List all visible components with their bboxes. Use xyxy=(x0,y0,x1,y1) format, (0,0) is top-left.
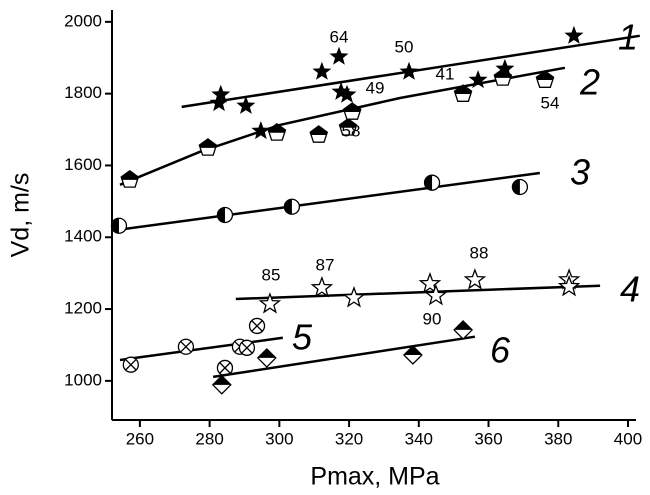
fit-line xyxy=(235,284,601,301)
diamond-half xyxy=(212,375,231,385)
series xyxy=(235,268,601,314)
pentagon-half xyxy=(494,68,512,78)
pentagon-half xyxy=(339,118,357,128)
circle-cross xyxy=(241,342,253,354)
x-axis-label: Pmax, MPa xyxy=(310,463,439,491)
star-marker xyxy=(209,93,229,112)
y-axis-label: Vd, m/s xyxy=(7,173,35,258)
diamond-half xyxy=(454,320,473,330)
y-tick-label: 2000 xyxy=(64,11,102,30)
star-marker xyxy=(557,274,581,297)
annotation: 87 xyxy=(316,255,335,274)
star-marker xyxy=(236,95,256,114)
pentagon-half xyxy=(310,125,328,135)
y-tick-label: 1000 xyxy=(64,370,102,389)
annotation: 85 xyxy=(262,265,281,284)
circle-cross xyxy=(219,362,231,374)
annotation: 41 xyxy=(436,64,455,83)
star-marker xyxy=(564,25,584,44)
x-tick-label: 400 xyxy=(614,429,642,448)
curve-label: 2 xyxy=(579,62,600,103)
star-marker xyxy=(312,61,332,80)
circle-half xyxy=(424,175,433,191)
annotation: 64 xyxy=(330,27,349,46)
star-marker xyxy=(424,283,448,306)
x-tick-label: 380 xyxy=(544,429,572,448)
circle-half xyxy=(284,199,292,215)
annotation: 54 xyxy=(541,93,560,112)
pentagon-half xyxy=(343,102,361,112)
star-marker xyxy=(495,58,515,77)
fit-line xyxy=(119,66,566,186)
pentagon-half xyxy=(536,71,554,81)
curve-label: 5 xyxy=(292,317,313,358)
x-tick-label: 260 xyxy=(126,429,154,448)
curve-label: 4 xyxy=(620,269,640,310)
pentagon-half xyxy=(121,170,139,180)
fit-line xyxy=(119,336,283,362)
circle-cross xyxy=(125,358,137,371)
diamond-half xyxy=(257,348,276,358)
star-marker xyxy=(211,84,231,103)
star-marker xyxy=(337,84,357,103)
pentagon-half xyxy=(268,123,286,133)
y-tick-label: 1800 xyxy=(64,83,102,102)
pentagon-half xyxy=(199,138,217,148)
annotation: 90 xyxy=(423,309,442,328)
diamond-half xyxy=(403,346,422,356)
x-tick-label: 280 xyxy=(195,429,223,448)
curve-label: 3 xyxy=(570,152,590,193)
star-marker xyxy=(331,81,351,100)
circle-cross xyxy=(180,341,192,353)
series xyxy=(119,66,566,188)
annotation: 49 xyxy=(366,78,385,97)
series xyxy=(119,317,283,377)
fit-line xyxy=(212,335,476,379)
star-marker xyxy=(399,61,419,80)
x-tick-label: 360 xyxy=(474,429,502,448)
fit-line xyxy=(118,171,540,231)
y-tick-label: 1400 xyxy=(64,227,102,246)
star-marker xyxy=(463,268,487,290)
y-tick-label: 1600 xyxy=(64,155,102,174)
star-marker xyxy=(342,286,366,308)
annotation: 58 xyxy=(342,121,361,140)
annotation: 88 xyxy=(470,243,489,262)
x-tick-label: 340 xyxy=(405,429,433,448)
circle-cross xyxy=(251,320,263,332)
series xyxy=(110,171,540,234)
star-marker xyxy=(310,276,334,298)
x-tick-label: 320 xyxy=(335,429,363,448)
curve-label: 1 xyxy=(618,17,638,58)
circle-half xyxy=(111,218,119,234)
circle-half xyxy=(217,207,225,223)
star-marker xyxy=(418,272,442,294)
pentagon-half xyxy=(454,85,472,95)
annotation: 50 xyxy=(395,37,414,56)
star-marker xyxy=(329,46,349,65)
x-tick-label: 300 xyxy=(265,429,293,448)
y-tick-label: 1200 xyxy=(64,299,102,318)
series xyxy=(211,319,476,395)
curve-label: 6 xyxy=(490,330,511,371)
star-marker xyxy=(258,292,282,314)
circle-half xyxy=(512,179,520,195)
star-marker xyxy=(468,70,488,89)
